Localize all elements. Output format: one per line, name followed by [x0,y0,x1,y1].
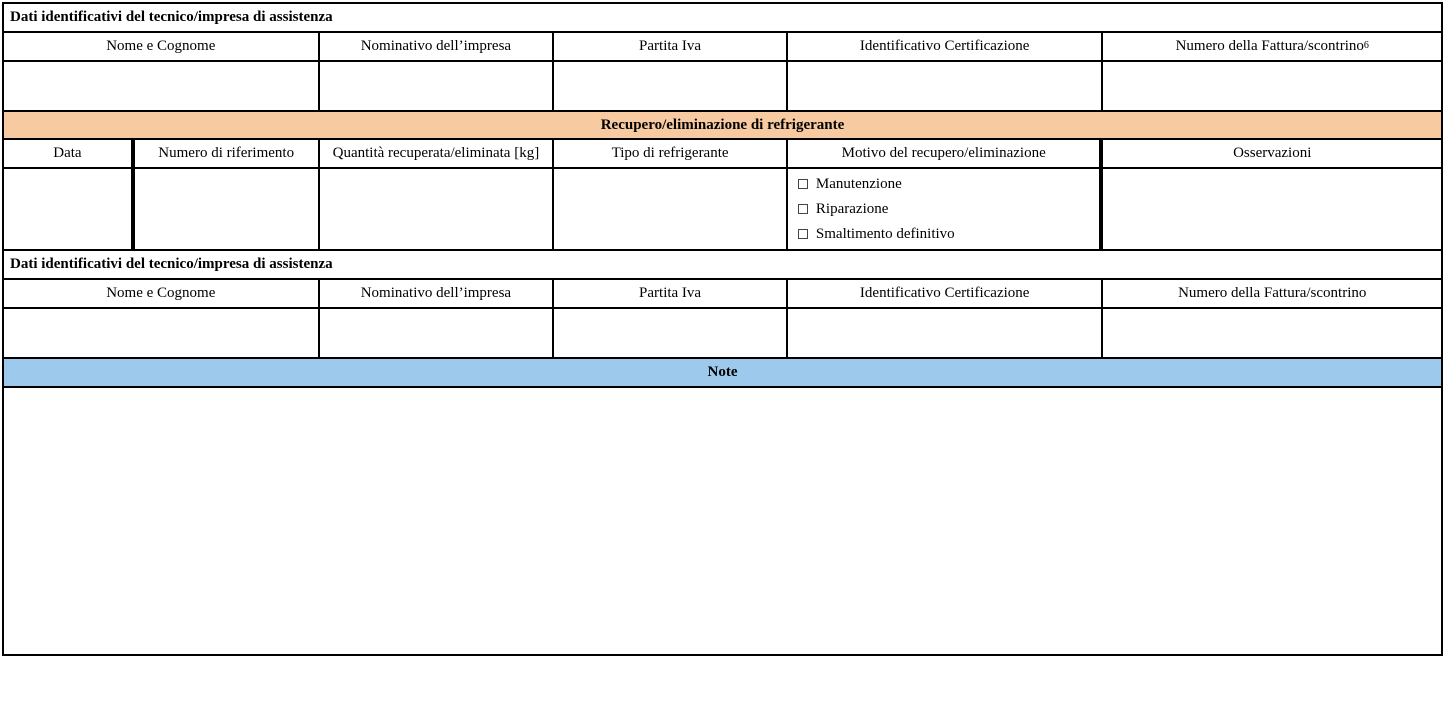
section2-val-numero[interactable] [134,168,319,250]
section2-val-tipo[interactable] [553,168,787,250]
section3-val-nome[interactable] [3,308,319,358]
section3-val-piva[interactable] [553,308,787,358]
section2-data-row: Manutenzione Riparazione Smaltimento def… [3,168,1442,250]
section1-val-impresa[interactable] [319,61,554,111]
section3-val-impresa[interactable] [319,308,554,358]
motivo-option-riparazione[interactable]: Riparazione [798,200,888,219]
section3-col-fattura: Numero della Fattura/scontrino [1102,279,1442,308]
section2-val-data[interactable] [3,168,134,250]
section1-val-fattura[interactable] [1102,61,1442,111]
section3-col-piva: Partita Iva [553,279,787,308]
section2-col-quantita: Quantità recuperata/eliminata [kg] [319,139,554,168]
section2-val-motivo: Manutenzione Riparazione Smaltimento def… [787,168,1103,250]
section3-col-impresa: Nominativo dell’impresa [319,279,554,308]
section3-data-row [3,308,1442,358]
section3-val-cert[interactable] [787,308,1103,358]
section4-body[interactable] [3,387,1442,655]
section3-col-cert: Identificativo Certificazione [787,279,1103,308]
motivo-option-manutenzione[interactable]: Manutenzione [798,175,902,194]
section1-col-cert: Identificativo Certificazione [787,32,1103,61]
section3-title: Dati identificativi del tecnico/impresa … [3,250,1442,279]
checkbox-icon[interactable] [798,179,808,189]
motivo-label-1: Riparazione [816,200,888,219]
section2-columns-row: Data Numero di riferimento Quantità recu… [3,139,1442,168]
section1-col-piva: Partita Iva [553,32,787,61]
section1-val-nome[interactable] [3,61,319,111]
section2-col-numero: Numero di riferimento [134,139,319,168]
section3-columns-row: Nome e Cognome Nominativo dell’impresa P… [3,279,1442,308]
section1-columns-row: Nome e Cognome Nominativo dell’impresa P… [3,32,1442,61]
section1-col-fattura-label: Numero della Fattura/scontrino [1176,37,1364,56]
section4-title: Note [3,358,1442,387]
section2-val-osservazioni[interactable] [1102,168,1442,250]
checkbox-icon[interactable] [798,204,808,214]
form-container: Dati identificativi del tecnico/impresa … [2,2,1443,656]
section3-col-nome: Nome e Cognome [3,279,319,308]
section1-col-fattura: Numero della Fattura/scontrino6 [1102,32,1442,61]
section2-title: Recupero/eliminazione di refrigerante [3,111,1442,140]
section2-col-motivo: Motivo del recupero/eliminazione [787,139,1103,168]
section1-data-row [3,61,1442,111]
section1-col-nome: Nome e Cognome [3,32,319,61]
motivo-label-2: Smaltimento definitivo [816,225,955,244]
section2-col-data: Data [3,139,134,168]
section1-footnote-marker: 6 [1364,40,1369,53]
section2-col-tipo: Tipo di refrigerante [553,139,787,168]
section2-val-quantita[interactable] [319,168,554,250]
checkbox-icon[interactable] [798,229,808,239]
section1-col-impresa: Nominativo dell’impresa [319,32,554,61]
section1-title: Dati identificativi del tecnico/impresa … [3,3,1442,32]
section1-val-cert[interactable] [787,61,1103,111]
motivo-option-smaltimento[interactable]: Smaltimento definitivo [798,225,955,244]
section3-val-fattura[interactable] [1102,308,1442,358]
section1-val-piva[interactable] [553,61,787,111]
motivo-label-0: Manutenzione [816,175,902,194]
section2-col-osservazioni: Osservazioni [1102,139,1442,168]
